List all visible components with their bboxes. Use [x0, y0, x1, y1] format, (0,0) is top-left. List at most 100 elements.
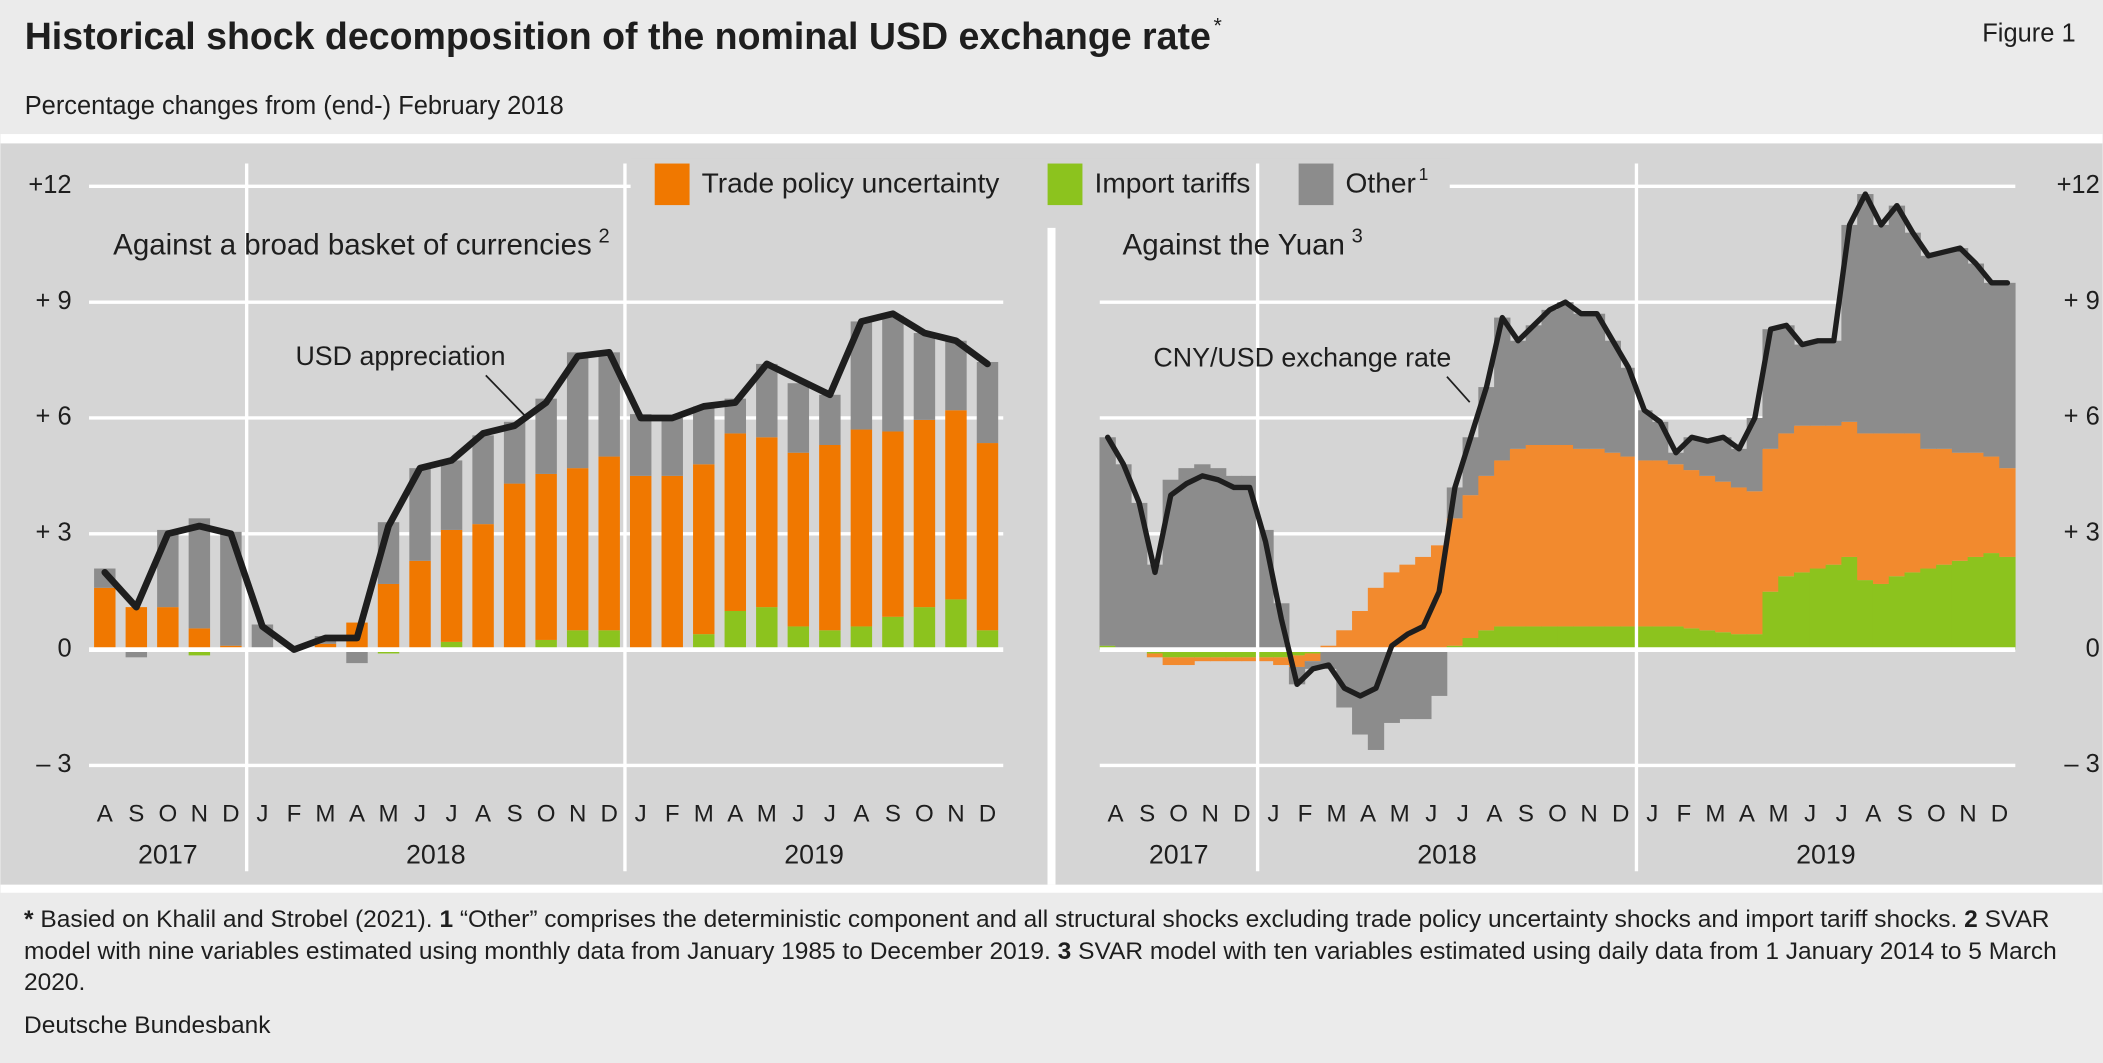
- legend-label: Trade policy uncertainty: [702, 167, 1001, 198]
- x-tick-label: S: [885, 800, 901, 827]
- x-tick-label: J: [635, 800, 647, 827]
- bar: [1209, 468, 1227, 650]
- x-tick-label: J: [1425, 800, 1437, 827]
- bar: [1841, 421, 1858, 557]
- x-tick-label: A: [853, 800, 870, 827]
- x-tick-label: S: [1897, 800, 1913, 827]
- bar: [1730, 487, 1748, 635]
- bar: [1967, 556, 1985, 650]
- footnotes: * Basied on Khalil and Strobel (2021). 1…: [24, 904, 2084, 999]
- y-tick-label: + 6: [36, 403, 72, 431]
- legend-label: Import tariffs: [1095, 167, 1251, 198]
- bar: [1241, 475, 1258, 650]
- bar: [1352, 649, 1369, 735]
- bar: [1573, 313, 1590, 449]
- bar: [1541, 626, 1558, 650]
- bar: [1983, 456, 2000, 554]
- footnote-marker: 2: [1964, 906, 1978, 933]
- bar: [1257, 657, 1274, 662]
- bar: [472, 435, 494, 525]
- bar: [1478, 475, 1495, 631]
- x-tick-label: M: [1390, 800, 1410, 827]
- x-tick-label: O: [158, 800, 177, 827]
- bar: [1857, 433, 1874, 581]
- bar: [882, 315, 904, 432]
- bar: [440, 460, 463, 530]
- bar: [1857, 580, 1874, 650]
- bar: [1857, 194, 1874, 434]
- x-tick-label: A: [1486, 800, 1503, 827]
- bar: [1904, 232, 1921, 434]
- x-tick-label: J: [256, 800, 268, 827]
- x-tick-label: S: [1518, 800, 1534, 827]
- bar: [1478, 630, 1495, 650]
- bar: [1872, 583, 1890, 650]
- bar: [1888, 205, 1906, 434]
- x-tick-label: D: [1991, 800, 2008, 827]
- bar: [1257, 649, 1274, 658]
- x-tick-label: F: [1676, 800, 1691, 827]
- bar: [1778, 325, 1795, 434]
- footnote: SVAR model with ten variables estimated …: [24, 937, 2057, 997]
- bar: [1778, 576, 1795, 650]
- bar: [913, 333, 936, 420]
- bar: [787, 452, 810, 627]
- bar: [1636, 410, 1653, 461]
- x-tick-label: O: [1548, 800, 1567, 827]
- bar: [1667, 626, 1685, 650]
- x-tick-label: A: [475, 800, 492, 827]
- bar: [409, 468, 431, 561]
- bar: [1494, 626, 1511, 650]
- bar: [1588, 313, 1606, 449]
- bar: [1936, 564, 1953, 650]
- footnote: “Other” comprises the deterministic comp…: [459, 906, 1958, 933]
- bar: [566, 352, 589, 469]
- bar: [1667, 464, 1685, 627]
- leader-line: [485, 374, 527, 418]
- bar: [1999, 282, 2016, 469]
- bar: [1162, 649, 1179, 658]
- bar: [1951, 560, 1969, 650]
- bar: [1604, 340, 1621, 453]
- bar: [1967, 263, 1985, 453]
- bar: [1367, 587, 1385, 650]
- bar: [1462, 638, 1479, 650]
- bar: [976, 443, 999, 631]
- x-tick-label: N: [191, 800, 208, 827]
- bar: [440, 529, 463, 642]
- bar: [1525, 444, 1543, 627]
- chart-subtitle-note: 2: [598, 226, 609, 248]
- bar: [1557, 302, 1574, 445]
- bar: [1699, 630, 1716, 650]
- bar: [629, 414, 652, 476]
- bar: [1730, 448, 1748, 488]
- bar: [1809, 425, 1827, 569]
- bar: [945, 340, 967, 411]
- x-tick-label: N: [947, 800, 964, 827]
- x-tick-label: F: [287, 800, 302, 827]
- legend-swatch: [1298, 163, 1334, 206]
- y-tick-label: + 3: [2064, 518, 2100, 546]
- bar: [1288, 655, 1306, 667]
- x-tick-label: D: [979, 800, 996, 827]
- separator: [0, 884, 2103, 893]
- y-tick-label: – 3: [2064, 750, 2099, 778]
- bar: [1904, 572, 1921, 650]
- bar: [1304, 661, 1322, 669]
- y-tick-label: + 9: [2064, 287, 2100, 315]
- bar: [1872, 433, 1890, 584]
- bar: [188, 518, 211, 629]
- bar: [1541, 444, 1558, 627]
- bar: [1620, 456, 1637, 627]
- bar: [661, 475, 683, 650]
- bar: [1999, 556, 2016, 650]
- legend-swatch: [654, 163, 690, 206]
- bar: [535, 398, 557, 474]
- bar: [1383, 572, 1400, 650]
- bar: [1888, 576, 1906, 650]
- x-tick-label: J: [824, 800, 836, 827]
- bar: [724, 433, 747, 611]
- y-tick-label: 0: [2086, 634, 2100, 662]
- footer: * Basied on Khalil and Strobel (2021). 1…: [24, 904, 2084, 1041]
- bar: [377, 583, 400, 650]
